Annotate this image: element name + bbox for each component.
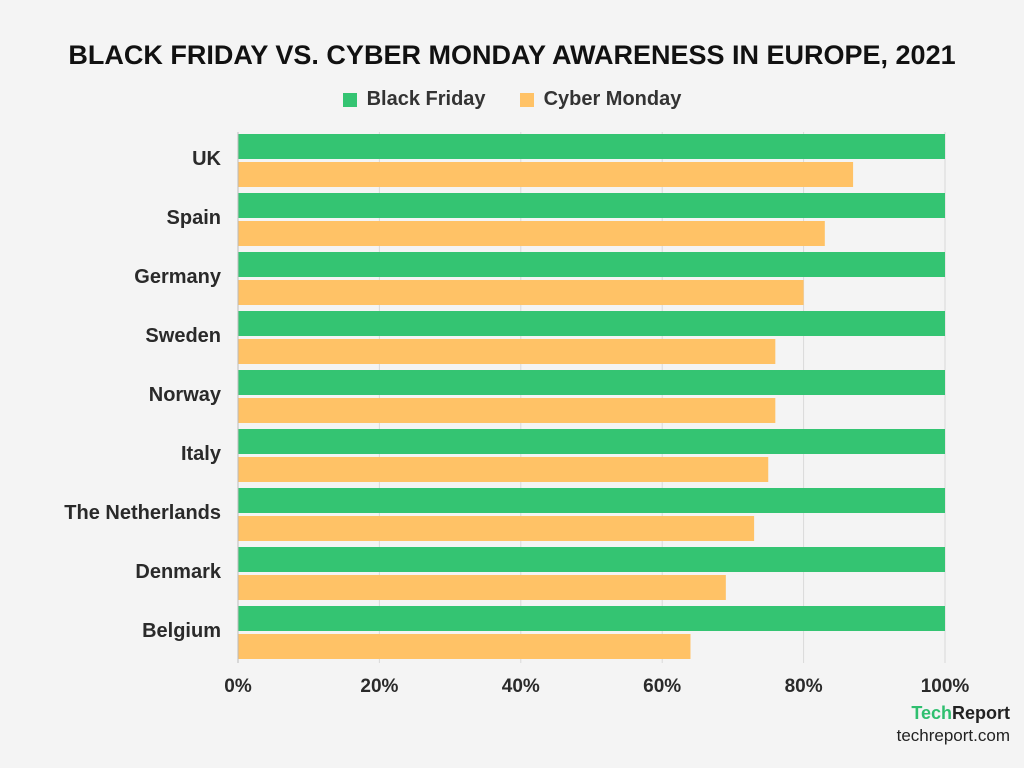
bar-cyber-monday (238, 575, 726, 600)
x-tick-label: 100% (921, 676, 970, 697)
category-label: Spain (167, 207, 221, 229)
x-tick-label: 20% (360, 676, 398, 697)
bar-cyber-monday (238, 221, 825, 246)
bar-cyber-monday (238, 339, 776, 364)
category-label: Italy (181, 443, 222, 465)
bar-cyber-monday (238, 398, 776, 423)
category-label: Denmark (135, 561, 221, 583)
category-label: Germany (134, 266, 222, 288)
x-tick-label: 0% (224, 676, 252, 697)
legend-swatch-black-friday (342, 92, 357, 107)
chart-title: BLACK FRIDAY VS. CYBER MONDAY AWARENESS … (68, 40, 956, 70)
category-label: UK (192, 148, 221, 170)
brand-website: techreport.com (896, 726, 1010, 745)
bar-cyber-monday (238, 634, 691, 659)
x-tick-label: 80% (785, 676, 823, 697)
brand-logo: TechReport (911, 703, 1010, 724)
bar-cyber-monday (238, 457, 769, 482)
bar-black-friday (238, 488, 945, 513)
bar-black-friday (238, 370, 945, 395)
chart-legend: Black Friday Cyber Monday (0, 88, 1024, 111)
x-tick-label: 60% (643, 676, 681, 697)
bar-black-friday (238, 429, 945, 454)
bar-cyber-monday (238, 162, 854, 187)
category-label: The Netherlands (64, 502, 221, 524)
legend-swatch-cyber-monday (519, 92, 534, 107)
category-label: Belgium (142, 620, 221, 642)
legend-label-black-friday: Black Friday (366, 88, 486, 110)
category-label: Sweden (145, 325, 221, 347)
legend-item-cyber-monday: Cyber Monday (519, 88, 682, 111)
bar-cyber-monday (238, 280, 804, 305)
bar-black-friday (238, 547, 945, 572)
bar-black-friday (238, 311, 945, 336)
bar-black-friday (238, 134, 945, 159)
bar-cyber-monday (238, 516, 755, 541)
category-label: Norway (149, 384, 222, 406)
brand-logo-part2: Report (952, 703, 1010, 723)
brand-logo-part1: Tech (911, 703, 952, 723)
bar-black-friday (238, 606, 945, 631)
legend-label-cyber-monday: Cyber Monday (543, 88, 682, 110)
bar-black-friday (238, 193, 945, 218)
bar-black-friday (238, 252, 945, 277)
x-tick-label: 40% (502, 676, 540, 697)
legend-item-black-friday: Black Friday (342, 88, 486, 111)
